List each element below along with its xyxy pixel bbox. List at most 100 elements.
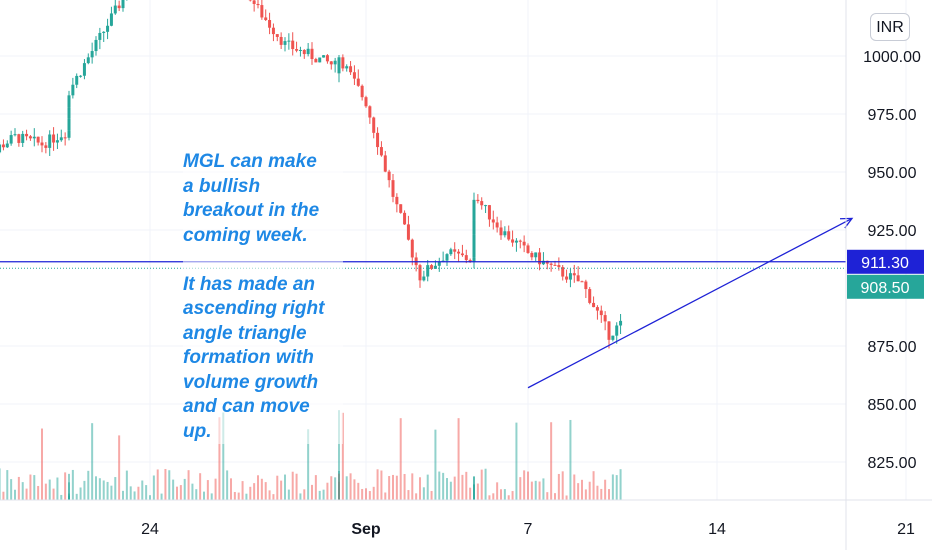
volume-bar <box>392 474 394 500</box>
volume-bar <box>430 490 433 500</box>
candle-body <box>63 137 67 139</box>
volume-bar <box>125 470 128 500</box>
volume-bar <box>264 482 267 500</box>
y-tick-label: 850.00 <box>868 397 917 414</box>
candle-body <box>310 48 314 60</box>
candle-body <box>337 62 341 74</box>
candle-body <box>372 117 376 133</box>
volume-bar <box>619 469 622 500</box>
candle-body <box>337 57 341 64</box>
volume-bar <box>488 495 491 500</box>
trendline <box>527 217 853 389</box>
candle-body <box>82 63 86 76</box>
volume-bar <box>226 470 229 500</box>
volume-bar <box>395 475 398 500</box>
candle-body <box>603 315 607 322</box>
candle-body <box>28 136 32 139</box>
candle-body <box>329 61 333 65</box>
volume-bar <box>176 486 178 500</box>
volume-bar <box>172 479 175 500</box>
candle-body <box>430 265 434 269</box>
volume-bar <box>384 492 387 500</box>
annotation-line: It has made an <box>183 273 315 295</box>
volume-bar <box>303 489 306 500</box>
annotation-line: ascending right <box>183 298 325 319</box>
volume-bar <box>388 476 391 500</box>
candle-body <box>36 136 40 143</box>
volume-bar <box>83 480 86 500</box>
volume-bar <box>376 469 379 500</box>
volume-bar <box>446 478 448 500</box>
volume-bar <box>453 476 456 500</box>
volume-bar <box>268 490 271 500</box>
candle-body <box>256 3 260 6</box>
volume-bar <box>492 493 495 500</box>
candle-body <box>580 281 584 283</box>
candle-body <box>491 219 495 223</box>
volume-bar <box>199 473 202 500</box>
candle-body <box>102 31 106 33</box>
candle-body <box>17 134 21 143</box>
candle-body <box>568 273 572 280</box>
volume-bar <box>403 473 406 500</box>
price-tag-label: 908.50 <box>861 280 910 297</box>
candle-body <box>79 75 83 77</box>
volume-bar <box>160 493 163 500</box>
volume-bar <box>557 473 560 500</box>
volume-bar <box>334 477 337 500</box>
candle-body <box>341 57 345 69</box>
volume-bar <box>503 489 506 500</box>
annotation-line: breakout in the <box>183 200 320 221</box>
volume-bar <box>365 488 367 500</box>
candle-body <box>395 196 399 205</box>
candle-body <box>383 155 387 172</box>
candle-body <box>418 265 422 281</box>
trendline-arrowhead <box>839 217 854 229</box>
candle-body <box>403 212 407 225</box>
volume-bar <box>311 484 313 500</box>
candle-body <box>391 180 395 197</box>
candle-body <box>410 239 414 258</box>
volume-bar <box>338 410 340 500</box>
volume-bar <box>114 477 117 500</box>
annotation-paragraph-1: MGL can make a bullish breakout in the comi… <box>183 150 343 248</box>
candle-body <box>67 107 71 119</box>
volume-bar <box>442 472 445 500</box>
candle-body <box>538 252 542 265</box>
volume-bar <box>500 489 502 500</box>
volume-bar <box>257 475 259 500</box>
annotation-line: angle triangle <box>183 322 307 344</box>
price-tag-label: 911.30 <box>861 255 909 272</box>
currency-badge[interactable]: INR <box>870 13 910 41</box>
volume-bar <box>299 493 302 500</box>
price-tag <box>847 249 924 274</box>
volume-bar <box>17 476 20 500</box>
annotation-line: a bullish <box>183 175 261 197</box>
candle-body <box>352 72 356 79</box>
candle-body <box>67 130 71 138</box>
candle-body <box>364 97 368 107</box>
y-tick-label: 925.00 <box>868 223 917 240</box>
volume-bar <box>542 478 545 500</box>
candle-body <box>279 36 283 45</box>
volume-bar <box>330 476 333 500</box>
volume-bar <box>218 417 221 500</box>
volume-bar <box>469 487 472 500</box>
volume-bar <box>419 477 421 500</box>
volume-bar <box>372 486 375 500</box>
volume-bar <box>137 486 140 500</box>
volume-bar <box>91 423 94 500</box>
candle-body <box>44 145 48 148</box>
candle-body <box>561 267 565 277</box>
volume-bar <box>233 491 236 500</box>
volume-bar <box>41 428 43 500</box>
candle-body <box>109 13 113 26</box>
candle-body <box>595 307 599 311</box>
volume-bar <box>527 471 529 500</box>
volume-bar <box>569 419 572 500</box>
volume-bar <box>14 489 16 500</box>
volume-bar <box>484 468 487 500</box>
candle-body <box>449 249 453 255</box>
volume-bar <box>457 418 460 500</box>
